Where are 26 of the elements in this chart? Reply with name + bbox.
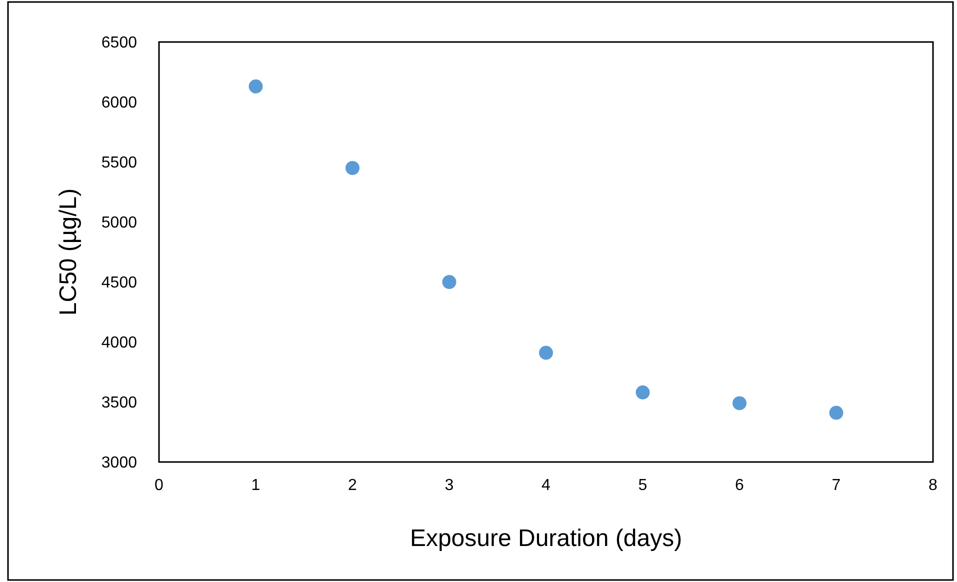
- point: [346, 161, 360, 175]
- x-tick-label: 2: [348, 477, 358, 494]
- y-tick-label: 4500: [101, 274, 138, 292]
- x-tick-label: 6: [735, 477, 744, 494]
- point: [248, 79, 263, 94]
- x-tick-label: 1: [251, 477, 260, 494]
- x-tick-label: 3: [444, 477, 454, 494]
- y-tick-label: 5000: [101, 214, 138, 232]
- point: [636, 385, 650, 400]
- y-tick-label: 6000: [101, 94, 138, 112]
- x-tick-label: 5: [638, 477, 648, 494]
- x-tick-label: 8: [928, 477, 938, 494]
- x-tick-label: 4: [542, 477, 551, 494]
- point: [732, 396, 746, 410]
- point: [829, 406, 844, 420]
- y-tick-label: 5500: [101, 154, 138, 172]
- y-axis-title: LC50 (µg/L): [55, 188, 82, 316]
- y-tick-label: 3500: [101, 394, 138, 412]
- y-tick-label: 6500: [101, 34, 138, 52]
- point: [442, 275, 456, 289]
- x-tick-label: 0: [154, 477, 164, 494]
- y-tick-label: 4000: [101, 334, 138, 352]
- x-tick-label: 7: [832, 477, 841, 494]
- point: [539, 346, 553, 360]
- y-tick-label: 3000: [101, 454, 138, 472]
- x-axis-title: Exposure Duration (days): [410, 525, 682, 552]
